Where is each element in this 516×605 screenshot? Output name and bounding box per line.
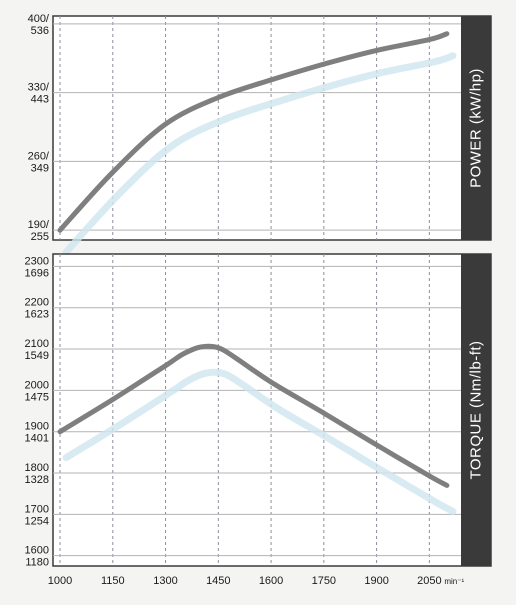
torque-ytick-2300-line2: 1696 — [25, 267, 49, 279]
power-ytick-400-line2: 536 — [31, 25, 49, 37]
torque-plot-area — [52, 253, 492, 567]
power-ytick-400-line1: 400/ — [28, 13, 50, 25]
torque-ytick-2200-line1: 2200 — [25, 297, 49, 309]
torque-ytick-1700-line2: 1254 — [25, 515, 49, 527]
x-tick-label-1450: 1450 — [206, 575, 230, 587]
power-ytick-330-line1: 330/ — [28, 82, 50, 94]
x-tick-label-1600: 1600 — [259, 575, 283, 587]
x-tick-label-1150: 1150 — [101, 575, 125, 587]
torque-ytick-1600-line2: 1180 — [25, 557, 49, 569]
torque-ytick-2000-line2: 1475 — [25, 391, 49, 403]
torque-ytick-1800-line1: 1800 — [25, 462, 49, 474]
power-side-label: POWER (kW/hp) — [468, 68, 485, 188]
x-tick-label-2050: 2050 — [417, 575, 441, 587]
power-ytick-190-line2: 255 — [31, 231, 49, 243]
x-tick-label-1900: 1900 — [364, 575, 388, 587]
power-ytick-260-line1: 260/ — [28, 150, 50, 162]
x-axis-unit-label: min⁻¹ — [444, 577, 464, 586]
torque-ytick-1900-line2: 1401 — [25, 433, 49, 445]
torque-ytick-2100-line1: 2100 — [25, 338, 49, 350]
power-ytick-260-line2: 349 — [31, 162, 49, 174]
torque-ytick-2100-line2: 1549 — [25, 350, 49, 362]
torque-ytick-1800-line2: 1328 — [25, 474, 49, 486]
power-side-band — [461, 16, 491, 240]
power-series-line — [57, 31, 450, 233]
power-curve-shadow — [62, 52, 457, 256]
x-tick-label-1000: 1000 — [48, 575, 72, 587]
power-ytick-190-line1: 190/ — [28, 219, 50, 231]
torque-ytick-1600-line1: 1600 — [25, 545, 49, 557]
torque-ytick-2000-line1: 2000 — [25, 379, 49, 391]
torque-ytick-1700-line1: 1700 — [25, 503, 49, 515]
torque-ytick-2200-line2: 1623 — [25, 309, 49, 321]
power-plot-area — [52, 15, 492, 241]
power-ytick-330-line2: 443 — [31, 94, 49, 106]
x-tick-label-1300: 1300 — [153, 575, 177, 587]
power-panel: POWER (kW/hp) 190/255 260/349 330/443 400/53… — [28, 13, 492, 256]
torque-ytick-1900-line1: 1900 — [25, 421, 49, 433]
torque-ytick-2300-line1: 2300 — [25, 255, 49, 267]
torque-series-line — [57, 343, 450, 488]
x-tick-label-1750: 1750 — [312, 575, 336, 587]
torque-side-label: TORQUE (Nm/lb-ft) — [468, 340, 485, 479]
torque-side-band — [461, 254, 491, 566]
torque-curve-shadow — [62, 368, 457, 515]
